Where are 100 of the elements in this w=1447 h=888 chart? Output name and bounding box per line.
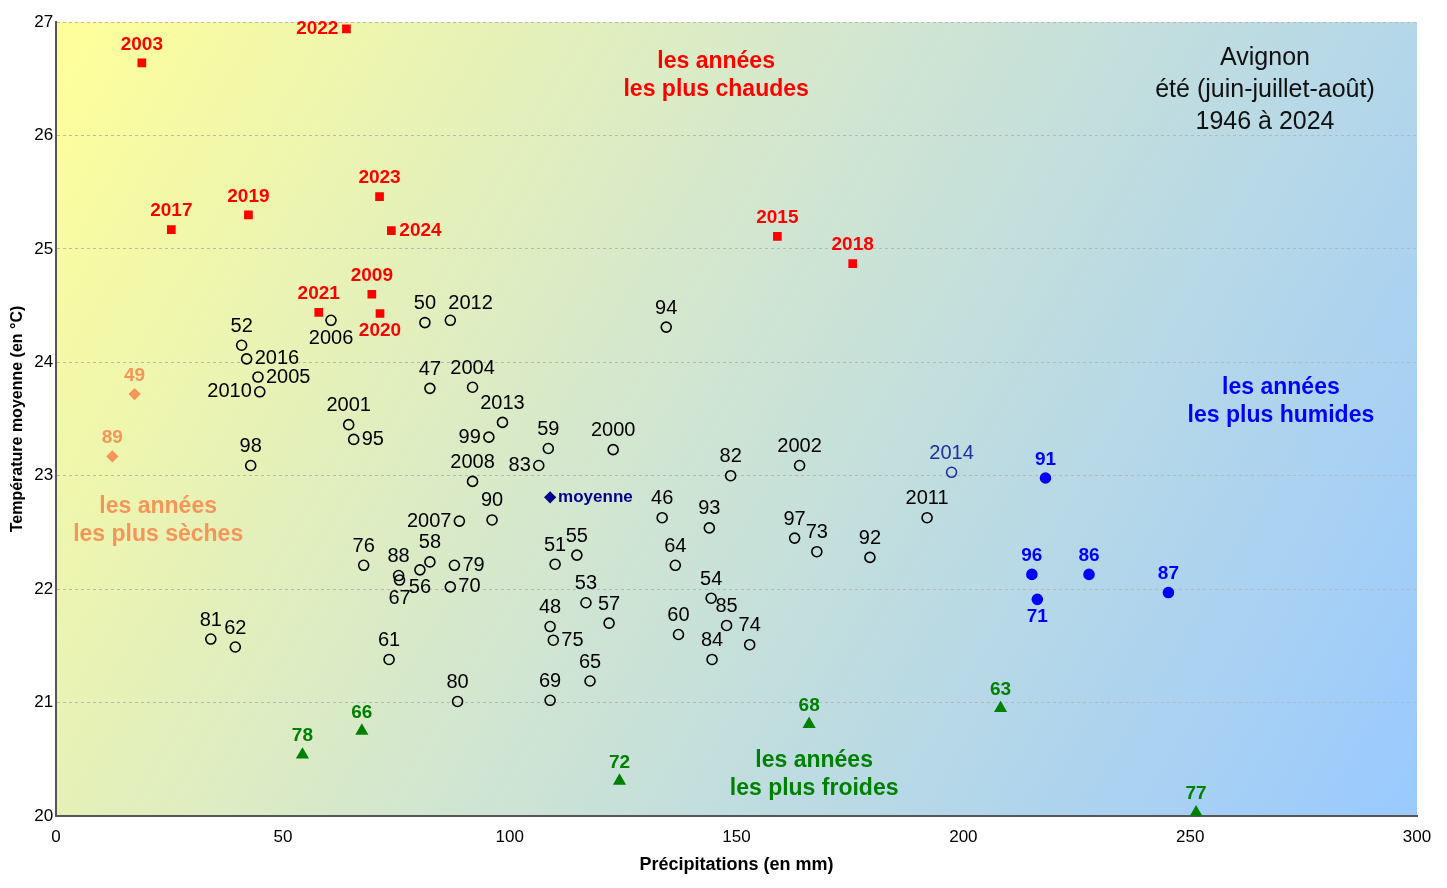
annotation: 68 xyxy=(798,693,820,715)
annotation: 70 xyxy=(458,574,481,597)
annotation: 2009 xyxy=(350,263,393,285)
point xyxy=(672,628,685,641)
annotation: 82 xyxy=(719,444,742,467)
annotation: 2002 xyxy=(777,434,822,457)
point xyxy=(773,232,782,241)
annotation: 56 xyxy=(408,575,432,598)
annotation: 64 xyxy=(664,533,687,556)
x-tick-label: 100 xyxy=(495,826,524,846)
point xyxy=(703,522,716,534)
annotation: 2011 xyxy=(905,486,949,509)
point xyxy=(544,491,556,504)
point xyxy=(244,459,257,472)
point xyxy=(167,225,176,234)
point xyxy=(496,416,509,429)
annotation: 97 xyxy=(783,506,806,529)
annotation: 88 xyxy=(387,544,410,567)
y-tick-label: 21 xyxy=(34,692,54,712)
annotation: 55 xyxy=(565,523,588,546)
x-tick-label: 250 xyxy=(1176,826,1205,846)
point xyxy=(106,450,119,463)
point xyxy=(325,314,337,327)
annotation: 61 xyxy=(377,627,401,650)
point xyxy=(1026,568,1038,581)
point xyxy=(393,574,406,586)
point xyxy=(542,442,555,455)
point xyxy=(128,388,141,400)
annotation: 94 xyxy=(655,295,678,318)
point xyxy=(466,475,479,488)
annotation: les années les plus humides xyxy=(1187,372,1375,427)
point xyxy=(706,653,718,666)
point xyxy=(811,545,823,558)
annotation: 58 xyxy=(418,530,442,553)
annotation: 69 xyxy=(538,668,562,691)
annotation: 2021 xyxy=(297,282,341,304)
point xyxy=(584,675,596,687)
annotation: 2019 xyxy=(227,184,270,206)
point xyxy=(453,515,466,527)
point xyxy=(375,192,384,202)
point xyxy=(240,353,253,365)
point xyxy=(864,551,876,564)
annotation: 2001 xyxy=(326,393,371,416)
annotation: 2020 xyxy=(358,319,402,341)
point xyxy=(994,701,1007,713)
annotation: 2014 xyxy=(929,440,974,463)
x-tick-label: 0 xyxy=(51,826,61,846)
annotation: 84 xyxy=(700,627,724,650)
point xyxy=(1083,568,1095,581)
annotation: 67 xyxy=(388,585,411,608)
annotation: 95 xyxy=(361,426,384,449)
point xyxy=(367,289,377,299)
point xyxy=(375,309,385,318)
point xyxy=(229,641,242,653)
x-axis-title: Précipitations (en mm) xyxy=(639,854,834,875)
y-tick-label: 24 xyxy=(34,351,54,371)
annotation: 50 xyxy=(413,291,437,314)
y-tick-label: 23 xyxy=(34,465,54,485)
y-tick-label: 27 xyxy=(34,11,54,31)
x-tick-label: 150 xyxy=(722,826,751,846)
annotation: 60 xyxy=(667,603,690,626)
annotation: 66 xyxy=(351,700,373,722)
annotation: moyenne xyxy=(558,486,633,506)
x-tick-label: 50 xyxy=(273,826,293,846)
point xyxy=(419,316,431,329)
point xyxy=(448,559,461,572)
annotation: 2017 xyxy=(150,199,193,221)
point xyxy=(656,511,668,524)
annotation: 2013 xyxy=(480,390,525,413)
point xyxy=(383,653,395,666)
point xyxy=(342,418,355,431)
point xyxy=(205,633,217,645)
annotation: 47 xyxy=(418,356,442,379)
y-tick-label: 22 xyxy=(34,578,54,598)
y-tick-label: 25 xyxy=(34,238,54,258)
x-tick-label: 300 xyxy=(1402,826,1432,846)
point xyxy=(532,459,545,472)
annotation: 63 xyxy=(990,677,1012,699)
point xyxy=(788,532,801,544)
point xyxy=(921,511,933,524)
point xyxy=(743,638,756,651)
annotation: 2015 xyxy=(756,206,799,228)
point xyxy=(803,717,816,728)
annotation: 2004 xyxy=(450,355,495,378)
point xyxy=(444,314,457,327)
annotation: 48 xyxy=(538,595,562,618)
annotation: 87 xyxy=(1157,562,1179,584)
annotation: 2010 xyxy=(207,379,252,402)
point xyxy=(483,431,495,443)
y-axis-title: Température moyenne (en °C) xyxy=(8,305,26,533)
point xyxy=(669,559,682,572)
point xyxy=(544,620,556,633)
annotation: 46 xyxy=(651,486,674,509)
point xyxy=(342,24,351,34)
point xyxy=(296,747,309,759)
annotation: 92 xyxy=(858,525,882,548)
y-tick-label: 26 xyxy=(34,125,54,145)
point xyxy=(414,564,426,576)
annotation: 2007 xyxy=(406,508,452,531)
point xyxy=(1039,472,1052,484)
